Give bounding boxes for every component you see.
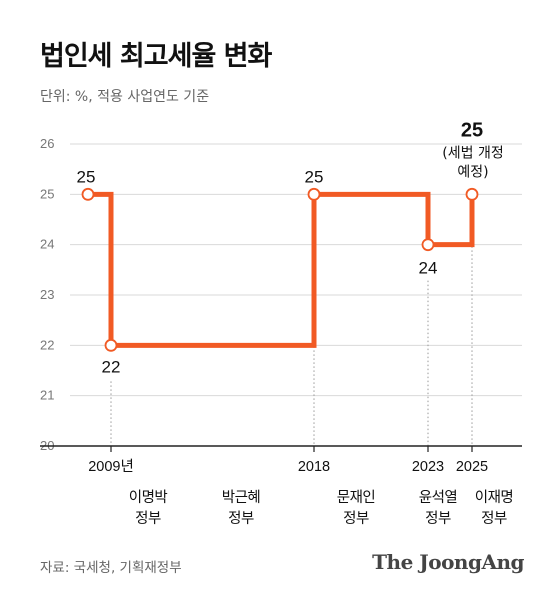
- government-suffix: 정부: [343, 511, 369, 527]
- data-point: [465, 187, 479, 201]
- data-points: [81, 187, 479, 352]
- data-label: 25: [305, 167, 324, 186]
- x-tick-label: 2023: [412, 459, 444, 475]
- y-tick-label: 26: [40, 136, 54, 151]
- government-suffix: 정부: [481, 511, 507, 527]
- x-tick-label: 2025: [456, 459, 488, 475]
- grid-lines: [70, 143, 522, 397]
- data-point: [104, 338, 118, 352]
- government-label-lee-myungbak: 이명박 정부: [103, 488, 193, 530]
- x-axis-ticks: 2009년 2018 2023 2025: [88, 446, 488, 475]
- data-labels: 25 22 25 24 25: [77, 119, 484, 376]
- series-line: [88, 191, 475, 348]
- data-label: 24: [419, 259, 438, 278]
- government-name: 이명박: [128, 490, 168, 506]
- government-label-moon-jaein: 문재인 정부: [311, 488, 401, 530]
- y-tick-label: 22: [40, 337, 54, 352]
- government-label-lee-jaemyung: 이재명 정부: [449, 488, 539, 530]
- data-point: [307, 187, 321, 201]
- y-tick-label: 21: [40, 388, 54, 403]
- chart-subtitle: 단위: %, 적용 사업연도 기준: [40, 89, 210, 105]
- series-line-group: [88, 191, 475, 348]
- data-point: [81, 187, 95, 201]
- x-tick-label: 2018: [298, 459, 330, 475]
- chart-title: 법인세 최고세율 변화: [40, 41, 272, 72]
- data-label: 25: [461, 119, 483, 141]
- y-tick-label: 23: [40, 287, 54, 302]
- annotation-line: (세법 개정: [442, 145, 503, 161]
- guide-lines: [110, 202, 473, 446]
- brand-logo: The JoongAng: [372, 550, 524, 574]
- y-tick-label: 25: [40, 186, 54, 201]
- x-tick-label: 2009년: [88, 458, 134, 475]
- source-note: 자료: 국세청, 기획재정부: [40, 560, 182, 576]
- government-label-yoon-sukyeol: 윤석열 정부: [393, 488, 483, 530]
- government-name: 문재인: [336, 490, 376, 506]
- data-label: 22: [102, 357, 121, 376]
- y-tick-label: 24: [40, 237, 54, 252]
- annotation-line: 예정): [457, 164, 488, 180]
- government-suffix: 정부: [228, 511, 254, 527]
- government-name: 윤석열: [418, 490, 458, 506]
- government-name: 이재명: [474, 490, 514, 506]
- data-label: 25: [77, 167, 96, 186]
- government-suffix: 정부: [135, 511, 161, 527]
- data-point: [421, 238, 435, 252]
- government-name: 박근혜: [221, 490, 261, 506]
- government-label-park-geunhye: 박근혜 정부: [196, 488, 286, 530]
- government-suffix: 정부: [425, 511, 451, 527]
